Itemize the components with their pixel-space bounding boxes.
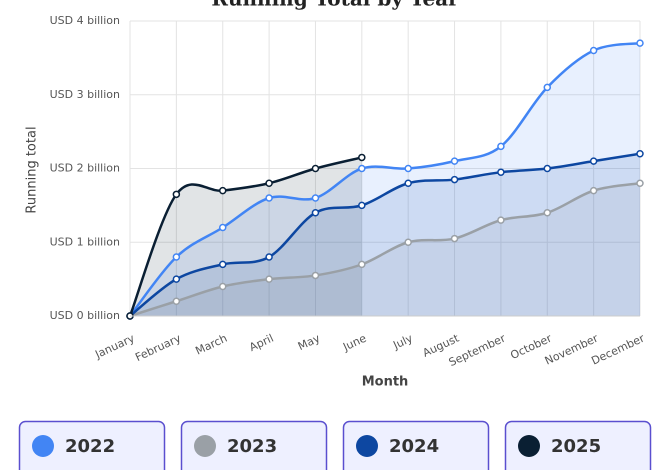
point [589, 157, 598, 165]
point [450, 157, 459, 165]
area [130, 153, 640, 316]
area [130, 183, 640, 316]
point [311, 209, 320, 217]
point [497, 142, 505, 151]
point [358, 201, 366, 210]
point [172, 190, 181, 199]
point [358, 153, 366, 162]
point [311, 164, 320, 173]
point [265, 275, 273, 283]
x-tick-label: July [390, 331, 415, 352]
point [218, 282, 227, 291]
line [129, 182, 641, 318]
legend-swatch [518, 435, 540, 457]
point [404, 179, 412, 187]
point [404, 164, 412, 173]
point [265, 179, 273, 187]
point [543, 209, 552, 217]
x-tick-label: February [133, 331, 183, 364]
point [172, 253, 181, 261]
point [497, 216, 505, 224]
x-tick-label: December [589, 331, 647, 367]
y-tick-label: USD 3 billion [50, 88, 120, 101]
point [543, 83, 552, 92]
point [450, 175, 459, 184]
point [218, 186, 227, 195]
area [130, 43, 640, 316]
point [265, 194, 273, 202]
x-tick-label: June [340, 332, 368, 354]
x-axis-title: Month [362, 375, 409, 390]
point [265, 253, 273, 261]
point [636, 179, 644, 187]
legend-label: 2023 [227, 436, 277, 457]
legend-item[interactable]: 2024 [342, 420, 490, 470]
point [172, 275, 181, 283]
point [589, 186, 598, 195]
legend-label: 2025 [551, 436, 601, 457]
point [172, 297, 181, 305]
point [589, 46, 598, 55]
legend-box [504, 420, 652, 470]
point [450, 234, 459, 243]
legend-item[interactable]: 2022 [18, 420, 166, 470]
point [311, 271, 320, 280]
area [130, 157, 362, 316]
point [218, 260, 227, 269]
legend-item[interactable]: 2025 [504, 420, 652, 470]
legend-swatch [356, 435, 378, 457]
point [358, 164, 366, 173]
point [497, 168, 505, 176]
point [218, 223, 227, 232]
y-tick-label: USD 4 billion [50, 14, 120, 27]
legend-item[interactable]: 2023 [180, 420, 328, 470]
y-tick-label: USD 0 billion [50, 309, 120, 322]
point [636, 39, 644, 47]
point [358, 260, 366, 269]
legend-label: 2024 [389, 436, 439, 457]
point [311, 194, 320, 202]
chart-title: Running Total by Year [211, 0, 459, 11]
point [404, 238, 412, 246]
y-axis-title: Running total [25, 126, 40, 213]
legend-box [180, 420, 328, 470]
x-tick-label: April [247, 332, 275, 354]
x-tick-label: May [296, 331, 323, 353]
point [543, 164, 552, 173]
legend-box [342, 420, 490, 470]
legend-swatch [32, 435, 54, 457]
legend-box [18, 420, 166, 470]
legend-label: 2022 [65, 436, 115, 457]
legend-swatch [194, 435, 216, 457]
x-tick-label: March [193, 332, 229, 358]
y-tick-label: USD 2 billion [50, 162, 120, 175]
y-tick-label: USD 1 billion [50, 235, 120, 248]
x-tick-label: January [92, 331, 137, 361]
point [636, 150, 644, 158]
